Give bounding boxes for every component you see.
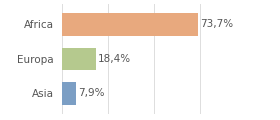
Bar (62, 48, 95, 70)
Text: 7,9%: 7,9% (78, 88, 105, 98)
Text: 18,4%: 18,4% (98, 54, 131, 64)
Text: 73,7%: 73,7% (200, 19, 233, 29)
Bar (62, 13, 198, 36)
Bar (62, 82, 76, 105)
